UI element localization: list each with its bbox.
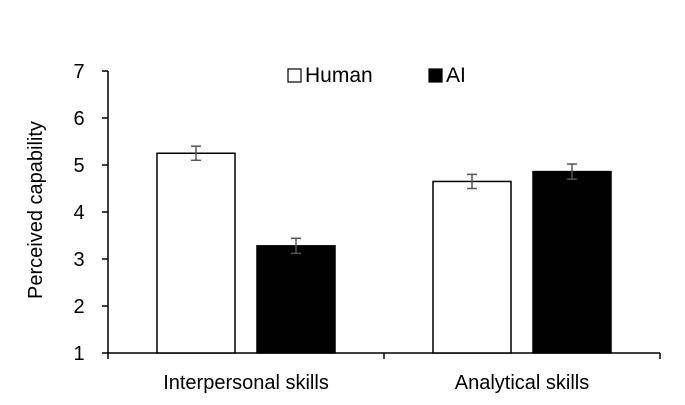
legend-swatch-human bbox=[287, 68, 302, 83]
bar-human-1 bbox=[432, 180, 512, 354]
y-tick-label-4: 4 bbox=[73, 202, 84, 224]
y-axis-title: Perceived capability bbox=[25, 121, 47, 299]
legend-label-ai: AI bbox=[446, 64, 466, 87]
legend-label-human: Human bbox=[305, 64, 373, 87]
legend: Human AI bbox=[287, 64, 466, 87]
x-category-label: Analytical skills bbox=[455, 372, 589, 394]
bars bbox=[156, 145, 612, 354]
y-tick-label-5: 5 bbox=[73, 155, 84, 177]
legend-swatch-ai bbox=[428, 68, 443, 83]
y-tick-label-3: 3 bbox=[73, 249, 84, 271]
bar-ai-0 bbox=[256, 245, 336, 354]
x-category-label: Interpersonal skills bbox=[163, 372, 329, 394]
y-tick-label-6: 6 bbox=[73, 108, 84, 130]
bar-human-0 bbox=[156, 152, 236, 354]
y-tick-label-2: 2 bbox=[73, 296, 84, 318]
x-axis: Interpersonal skills Analytical skills bbox=[107, 352, 661, 394]
y-tick-label-7: 7 bbox=[73, 61, 84, 83]
y-tick-label-1: 1 bbox=[73, 343, 84, 365]
bar-ai-1 bbox=[532, 170, 612, 354]
y-axis: 1 2 3 4 5 6 7 bbox=[73, 61, 109, 365]
